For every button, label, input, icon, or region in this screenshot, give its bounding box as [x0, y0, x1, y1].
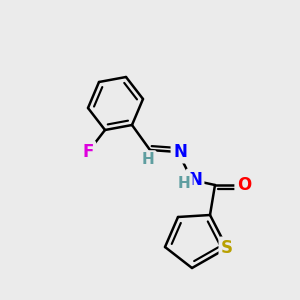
Text: H: H — [142, 152, 154, 167]
Text: N: N — [173, 143, 187, 161]
Text: N: N — [188, 171, 202, 189]
Text: O: O — [237, 176, 251, 194]
Text: S: S — [221, 239, 233, 257]
Text: H: H — [178, 176, 190, 190]
Text: F: F — [82, 143, 94, 161]
